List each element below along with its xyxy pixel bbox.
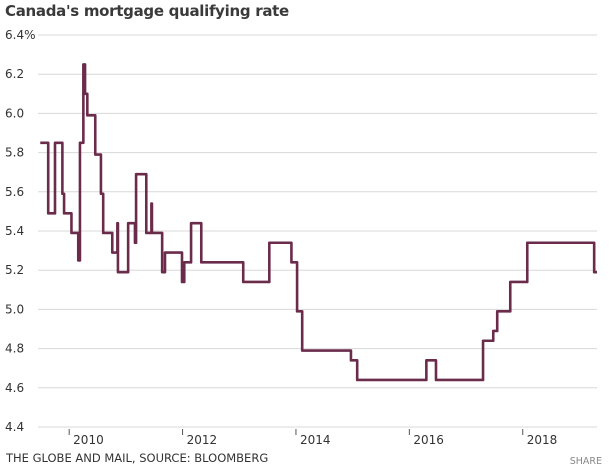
x-tick-label: 2016 (413, 433, 444, 447)
x-tick-label: 2018 (527, 433, 558, 447)
y-tick-label: 4.6 (5, 381, 24, 395)
y-tick-label: 4.8 (5, 342, 24, 356)
y-axis: 4.4 4.6 4.8 5.0 5.2 5.4 5.6 5.8 6.0 6.2 6.4% (5, 28, 36, 434)
y-tick-label: 5.2 (5, 263, 24, 277)
y-tick-label: 6.2 (5, 67, 24, 81)
y-tick-label: 6.4% (5, 28, 36, 42)
grid (38, 34, 597, 428)
x-tick-label: 2010 (73, 433, 104, 447)
x-tick-label: 2012 (187, 433, 218, 447)
x-axis: 2010 2012 2014 2016 2018 (68, 429, 558, 447)
y-tick-label: 5.4 (5, 224, 24, 238)
y-tick-label: 4.4 (5, 420, 24, 434)
y-tick-label: 6.0 (5, 106, 24, 120)
x-tick-label: 2014 (300, 433, 331, 447)
share-button[interactable]: SHARE (569, 456, 602, 467)
source-note: THE GLOBE AND MAIL, SOURCE: BLOOMBERG (6, 451, 269, 465)
y-tick-label: 5.0 (5, 302, 24, 316)
y-tick-label: 5.8 (5, 146, 24, 160)
series-line (40, 63, 597, 382)
chart-title: Canada's mortgage qualifying rate (5, 2, 289, 20)
y-tick-label: 5.6 (5, 185, 24, 199)
